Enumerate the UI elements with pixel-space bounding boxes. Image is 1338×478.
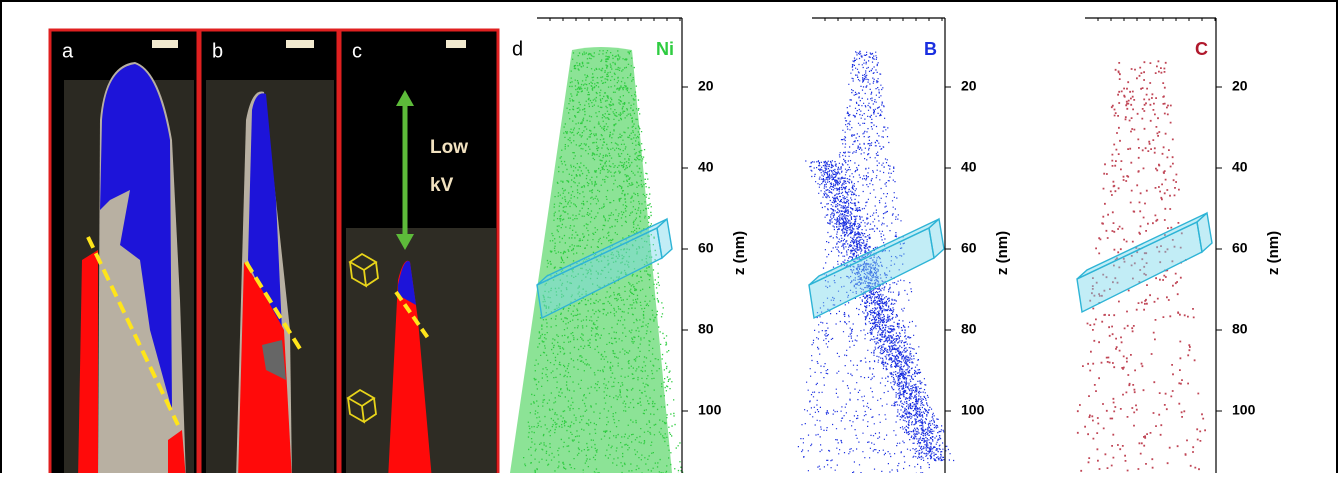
panel-label: c xyxy=(352,40,362,62)
tick-label: 40 xyxy=(698,159,714,175)
tick-label: 60 xyxy=(961,240,977,256)
tick-label: 80 xyxy=(698,321,714,337)
tick-label: 20 xyxy=(698,78,714,94)
element-label: B xyxy=(924,39,937,59)
axis-label: z (nm) xyxy=(731,231,748,275)
panel-c: Low kV xyxy=(338,28,500,478)
annotation: kV xyxy=(430,175,454,196)
tick-label: 60 xyxy=(698,240,714,256)
element-label: C xyxy=(1195,39,1208,59)
panel-b xyxy=(198,28,340,478)
tick-label: 60 xyxy=(1232,240,1248,256)
tick-label: 80 xyxy=(961,321,977,337)
element-label: Ni xyxy=(656,39,674,59)
atom-cloud xyxy=(1076,60,1206,472)
roi-box xyxy=(928,217,945,260)
panel-label: d xyxy=(512,38,523,60)
tick-label: 40 xyxy=(1232,159,1248,175)
roi-box xyxy=(656,217,673,260)
axis-label: z (nm) xyxy=(1265,231,1282,275)
panel-label: a xyxy=(62,40,74,62)
tick-label: 100 xyxy=(961,402,985,418)
panel-a xyxy=(48,28,200,478)
tick-label: 40 xyxy=(961,159,977,175)
tick-label: 100 xyxy=(698,402,722,418)
roi-box xyxy=(1196,211,1213,254)
tick-label: 100 xyxy=(1232,402,1256,418)
tick-label: 20 xyxy=(961,78,977,94)
panel-label: b xyxy=(212,40,223,62)
axis-label: z (nm) xyxy=(994,231,1011,275)
tick-label: 20 xyxy=(1232,78,1248,94)
annotation: Low xyxy=(430,137,468,158)
tick-label: 80 xyxy=(1232,321,1248,337)
atom-cloud xyxy=(797,50,955,474)
